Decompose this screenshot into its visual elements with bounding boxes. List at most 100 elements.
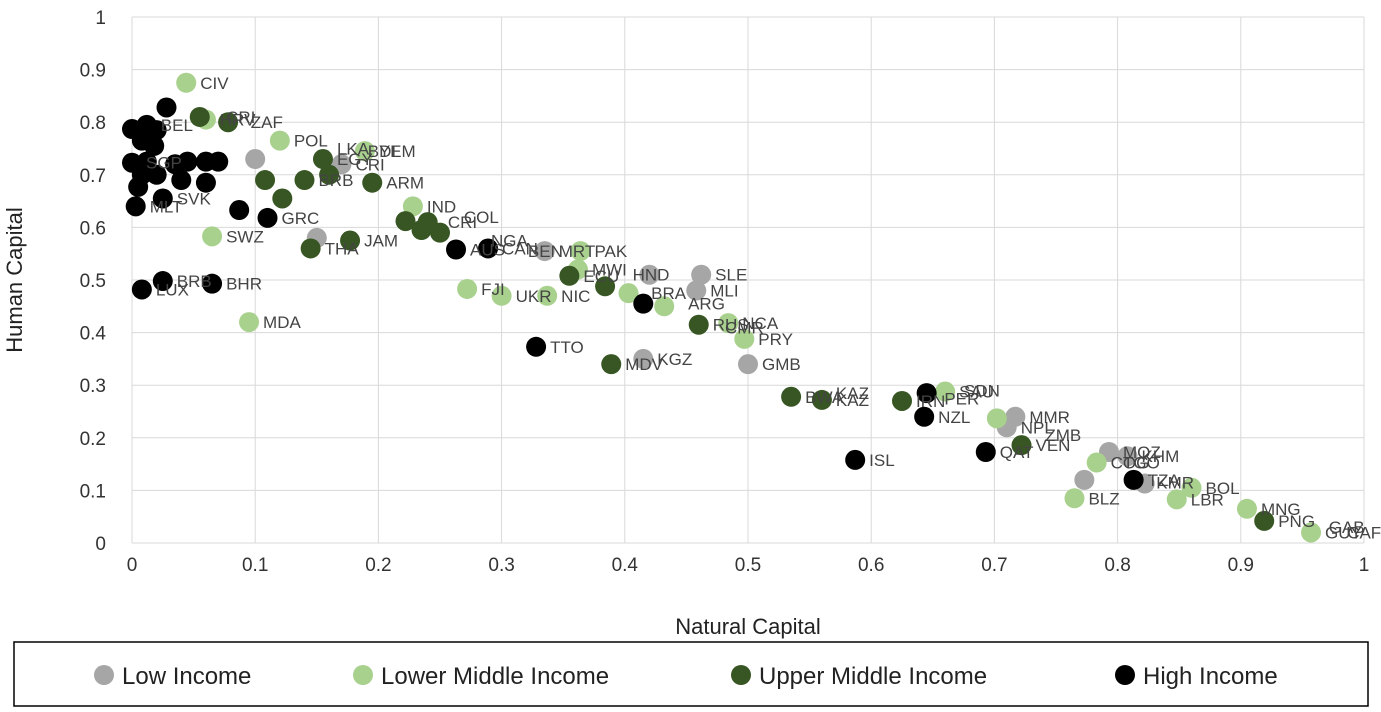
point-label: MLI [710,282,738,301]
data-point [156,97,177,118]
data-point [269,130,290,151]
point-label: SDN [964,381,1000,400]
data-point [688,314,709,335]
point-label: COL [464,208,499,227]
x-tick-label: 1 [1359,555,1370,576]
data-point [1123,469,1144,490]
legend-box [13,641,1369,707]
point-label: LUX [156,280,189,299]
point-label: UKR [516,287,552,306]
data-point [718,313,739,334]
data-point [202,226,223,247]
data-point [171,170,192,191]
data-point [300,238,321,259]
point-label: KHM [1141,447,1179,466]
data-point [892,390,912,411]
data-point [537,285,558,306]
y-tick-label: 1 [95,8,106,29]
data-point [319,164,340,185]
point-label: KAZ [836,384,869,403]
point-label: ECU [583,267,619,286]
data-point [255,170,276,191]
point-label: CRI [355,155,384,174]
point-label: EGY [337,150,373,169]
x-tick-label: 0.4 [612,555,639,576]
point-label: MOZ [1123,443,1161,462]
point-label: ZMB [1045,426,1081,445]
data-point [189,106,210,127]
point-label: QAT [1000,443,1034,462]
point-label: SLE [715,266,747,285]
point-label: LKA [337,140,370,159]
y-axis-title: Human Capital [2,207,27,353]
data-point [845,449,866,470]
data-point [257,207,278,228]
point-label: PRY [758,330,793,349]
y-tick-label: 0.4 [80,324,107,345]
legend: Low Income Lower Middle Income Upper Middl… [94,663,1278,690]
point-label: HRV [220,111,256,130]
data-point [633,348,654,369]
data-point [1064,488,1085,509]
legend-marker [731,665,751,685]
point-label: THA [325,239,360,258]
data-point [245,149,266,170]
data-point [152,271,173,292]
data-point [402,196,423,217]
x-axis-title: Natural Capital [675,614,821,639]
point-label: IRN [916,392,945,411]
point-label: SAU [959,383,994,402]
data-point [131,279,152,300]
point-label: BRB [318,171,353,190]
data-point [570,241,591,262]
data-point [691,264,712,285]
point-label: BDI [368,142,396,161]
data-point [430,222,450,243]
point-label: CIV [200,74,229,93]
data-point [935,381,956,402]
point-label: MWI [592,260,627,279]
point-label: BOL [1206,479,1240,498]
data-point [654,296,675,317]
point-label: KAZ [836,391,869,410]
legend-marker [1115,665,1135,685]
data-point [811,389,832,410]
data-point [1117,446,1138,467]
point-label: BRB [177,272,212,291]
data-point [312,149,333,170]
point-label: CRI [226,108,255,127]
point-label: PNG [1278,512,1315,531]
point-label: ISL [869,451,895,470]
data-point [176,72,197,93]
point-label: JAM [364,232,398,251]
data-point [1301,522,1322,543]
data-point [446,239,467,260]
y-tick-label: 0.3 [80,376,106,397]
data-point [340,230,361,251]
point-label: CMR [725,318,764,337]
point-label: BWA [805,388,844,407]
point-label: IND [427,197,456,216]
point-label: COG [1111,454,1150,473]
x-tick-label: 0.3 [488,555,514,576]
y-tick-label: 0.8 [80,113,106,134]
data-point [1254,510,1275,531]
y-tick-label: 0 [95,534,106,555]
data-point [526,336,547,357]
point-label: MDV [625,355,663,374]
point-label: FJI [481,280,505,299]
x-tick-label: 0.8 [1104,555,1130,576]
point-label: ZAF [251,113,283,132]
point-label: CAN [502,239,538,258]
point-label: SVK [177,189,212,208]
point-label: TTO [550,338,584,357]
point-label: VEN [1036,436,1071,455]
data-point [144,135,165,156]
data-point [146,120,167,141]
data-point [534,241,555,262]
data-point [916,383,937,404]
legend-label: High Income [1143,663,1278,690]
point-label: KMR [1156,474,1194,493]
